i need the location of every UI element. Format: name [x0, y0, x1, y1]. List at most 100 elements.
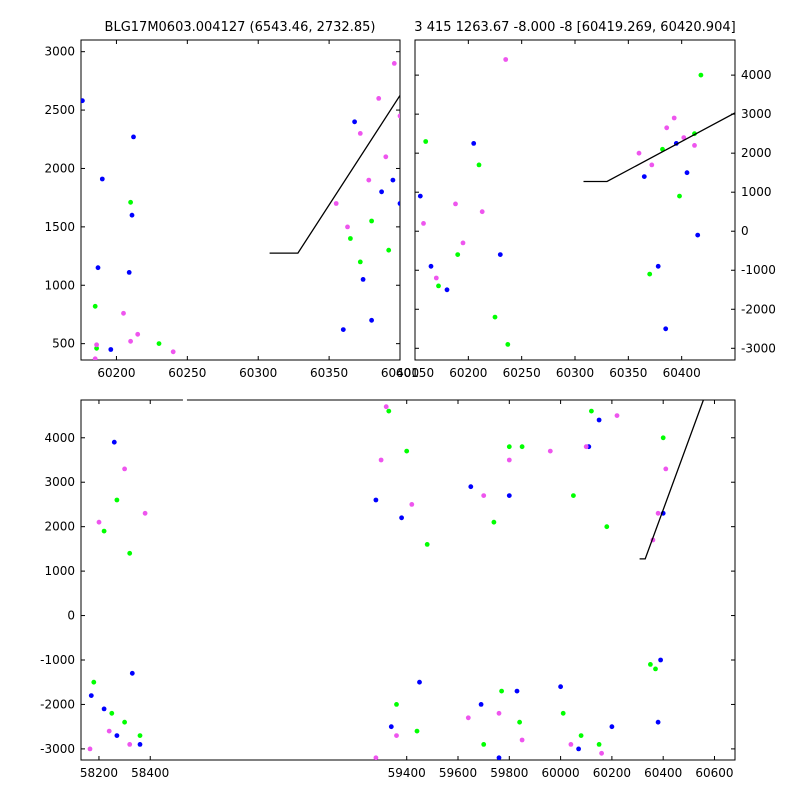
data-point-blue: [417, 679, 422, 685]
data-point-green: [91, 679, 97, 685]
data-point-blue: [417, 193, 423, 199]
data-point-green: [404, 448, 410, 454]
data-point-green: [101, 528, 107, 534]
panel-top-right: 3 415 1263.67 -8.000 -8 [60419.269, 6042…: [396, 20, 776, 380]
y-tick-label: 500: [52, 337, 75, 351]
panel-top-left: BLG17M0603.004127 (6543.46, 2732.85) 602…: [44, 20, 419, 380]
data-point-green: [156, 341, 162, 346]
data-point-magenta: [345, 224, 350, 230]
x-tick-label: 59400: [388, 766, 426, 780]
x-tick-label: 59800: [490, 766, 528, 780]
data-point-magenta: [376, 96, 382, 101]
data-point-green: [94, 345, 99, 351]
data-point-magenta: [409, 131, 414, 136]
panel-bottom: 58200 58400 59400 59600 59800 60000 60200 60400…: [40, 398, 736, 780]
data-point-blue: [352, 119, 357, 125]
data-point-green: [369, 218, 374, 224]
data-point-green: [589, 408, 594, 414]
x-tick-label: 60150: [396, 366, 434, 380]
data-point-magenta: [681, 135, 687, 141]
data-point-magenta: [373, 755, 379, 760]
data-point-blue: [471, 141, 477, 146]
y-tick-label: 3000: [44, 45, 75, 59]
data-point-blue: [576, 746, 581, 752]
x-tick-label: 60350: [609, 366, 647, 380]
data-point-magenta: [383, 404, 389, 410]
plot-frame: [414, 39, 736, 361]
data-point-green: [596, 742, 602, 747]
data-point-blue: [114, 733, 120, 738]
x-tick-label: 58200: [80, 766, 118, 780]
x-tick-label: 60200: [449, 366, 487, 380]
data-point-blue: [558, 684, 563, 690]
data-point-blue: [496, 755, 502, 760]
x-tick-label: 60400: [381, 366, 419, 380]
data-point-green: [122, 719, 127, 725]
data-point-green: [578, 733, 584, 738]
data-point-green: [386, 247, 392, 253]
data-point-blue: [695, 232, 701, 238]
data-point-green: [519, 444, 525, 450]
data-point-blue: [641, 174, 647, 180]
data-point-magenta: [460, 240, 466, 246]
panel-top-right-title: 3 415 1263.67 -8.000 -8 [60419.269, 6042…: [414, 20, 735, 35]
y-tick-label: -3000: [741, 341, 776, 355]
y-tick-label: 4000: [741, 68, 772, 82]
data-point-magenta: [599, 750, 604, 756]
data-point-magenta: [649, 162, 655, 168]
data-point-magenta: [122, 466, 127, 472]
data-point-magenta: [636, 150, 642, 156]
data-point-magenta: [568, 742, 574, 747]
y-tick-label: -2000: [741, 302, 776, 316]
data-point-blue: [129, 670, 135, 676]
data-point-green: [436, 283, 441, 289]
y-tick-label: 1500: [44, 220, 75, 234]
data-point-magenta: [94, 342, 99, 348]
data-points: [87, 404, 669, 760]
plot-frame: [80, 399, 736, 761]
data-point-green: [517, 719, 522, 725]
data-point-magenta: [506, 457, 512, 463]
data-point-green: [109, 710, 115, 716]
data-point-magenta: [519, 737, 525, 743]
y-tick-label: -3000: [40, 742, 75, 756]
data-point-magenta: [394, 733, 399, 738]
data-point-magenta: [496, 710, 502, 716]
data-point-green: [476, 162, 482, 168]
data-point-magenta: [92, 356, 98, 360]
model-line: [583, 112, 735, 183]
data-point-green: [560, 710, 566, 716]
data-point-blue: [81, 98, 85, 104]
data-point-green: [128, 199, 134, 205]
y-tick-label: -1000: [741, 263, 776, 277]
data-point-green: [491, 519, 497, 525]
data-point-magenta: [409, 502, 415, 507]
data-point-magenta: [357, 131, 363, 136]
x-tick-label: 60000: [542, 766, 580, 780]
data-point-green: [412, 213, 417, 218]
data-points: [81, 61, 417, 360]
data-point-blue: [131, 134, 136, 140]
data-point-magenta: [135, 331, 141, 337]
y-tick-label: 2500: [44, 103, 75, 117]
y-tick-label: 1000: [44, 564, 75, 578]
y-tick-label: 3000: [44, 475, 75, 489]
data-point-green: [677, 193, 682, 199]
y-tick-label: -1000: [40, 653, 75, 667]
data-point-green: [455, 252, 461, 257]
y-tick-label: 1000: [741, 185, 772, 199]
data-point-blue: [388, 724, 394, 730]
data-point-blue: [399, 515, 404, 521]
data-point-green: [492, 314, 498, 320]
data-point-magenta: [366, 177, 372, 183]
data-point-magenta: [655, 510, 661, 516]
data-point-blue: [663, 326, 669, 332]
data-point-blue: [360, 277, 366, 282]
data-point-blue: [468, 484, 474, 490]
data-point-blue: [609, 724, 615, 730]
data-point-green: [653, 666, 658, 672]
data-point-magenta: [664, 125, 670, 131]
data-point-magenta: [503, 57, 509, 62]
data-point-blue: [655, 263, 661, 269]
x-tick-label: 60250: [503, 366, 541, 380]
